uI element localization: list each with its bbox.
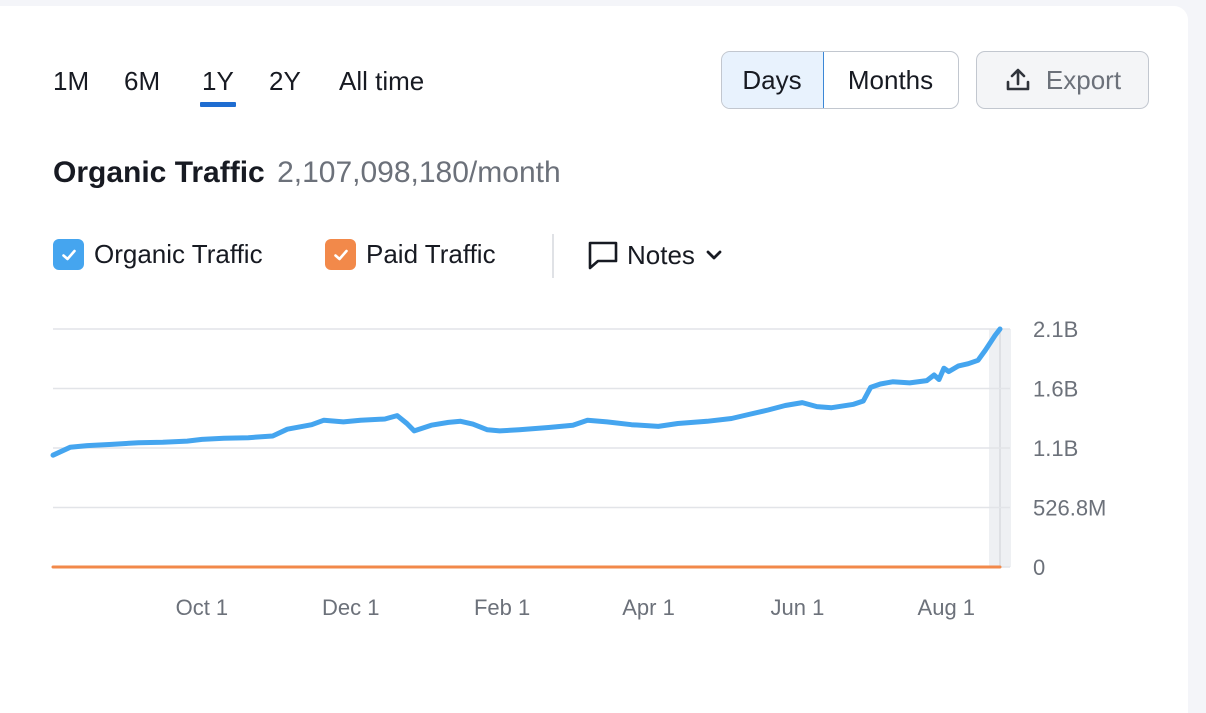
legend-divider — [552, 234, 554, 278]
organic-traffic-chart: 2.1B 1.6B 1.1B 526.8M 0 Oct 1 Dec 1 Feb 1 Apr 1 J… — [50, 317, 1106, 620]
months-button[interactable]: Months — [847, 64, 934, 95]
x-tick-label: Oct 1 — [176, 595, 229, 620]
comment-icon — [588, 241, 618, 270]
legend-paid-traffic[interactable]: Paid Traffic — [325, 239, 496, 270]
range-tab-all-time[interactable]: All time — [339, 66, 425, 96]
legend-organic-traffic[interactable]: Organic Traffic — [53, 239, 263, 270]
metric-value: 2,107,098,180/month — [277, 156, 561, 189]
notes-dropdown[interactable]: Notes — [587, 239, 725, 271]
page-title: Organic Traffic 2,107,098,180/month — [53, 156, 561, 190]
y-tick-label: 1.1B — [1033, 436, 1078, 461]
x-tick-label: Dec 1 — [322, 595, 379, 620]
y-tick-label: 1.6B — [1033, 377, 1078, 402]
days-button[interactable]: Days — [721, 52, 824, 108]
y-tick-label: 0 — [1033, 555, 1045, 580]
organic-traffic-line — [50, 326, 1003, 458]
x-tick-label: Apr 1 — [622, 595, 675, 620]
export-icon — [1006, 68, 1030, 91]
range-tab-1m[interactable]: 1M — [53, 66, 90, 96]
checkbox-checked-icon[interactable] — [325, 239, 356, 270]
granularity-toggle: Days Months — [721, 51, 959, 109]
x-tick-label: Feb 1 — [474, 595, 530, 620]
organic-traffic-series — [50, 326, 1003, 458]
export-button[interactable]: Export — [976, 51, 1149, 109]
range-tab-6m[interactable]: 6M — [124, 66, 161, 96]
y-tick-label: 2.1B — [1033, 317, 1078, 342]
legend-organic-label: Organic Traffic — [94, 239, 263, 269]
checkbox-checked-icon[interactable] — [53, 239, 84, 270]
metric-label: Organic Traffic — [53, 156, 265, 189]
chevron-down-icon — [706, 250, 722, 260]
range-tab-2y[interactable]: 2Y — [269, 66, 301, 96]
y-tick-label: 526.8M — [1033, 495, 1106, 520]
x-tick-label: Jun 1 — [771, 595, 825, 620]
x-tick-label: Aug 1 — [918, 595, 976, 620]
export-label: Export — [1045, 64, 1122, 95]
range-tab-1y[interactable]: 1Y — [200, 66, 236, 107]
notes-label: Notes — [627, 239, 695, 270]
legend-paid-label: Paid Traffic — [366, 239, 496, 269]
